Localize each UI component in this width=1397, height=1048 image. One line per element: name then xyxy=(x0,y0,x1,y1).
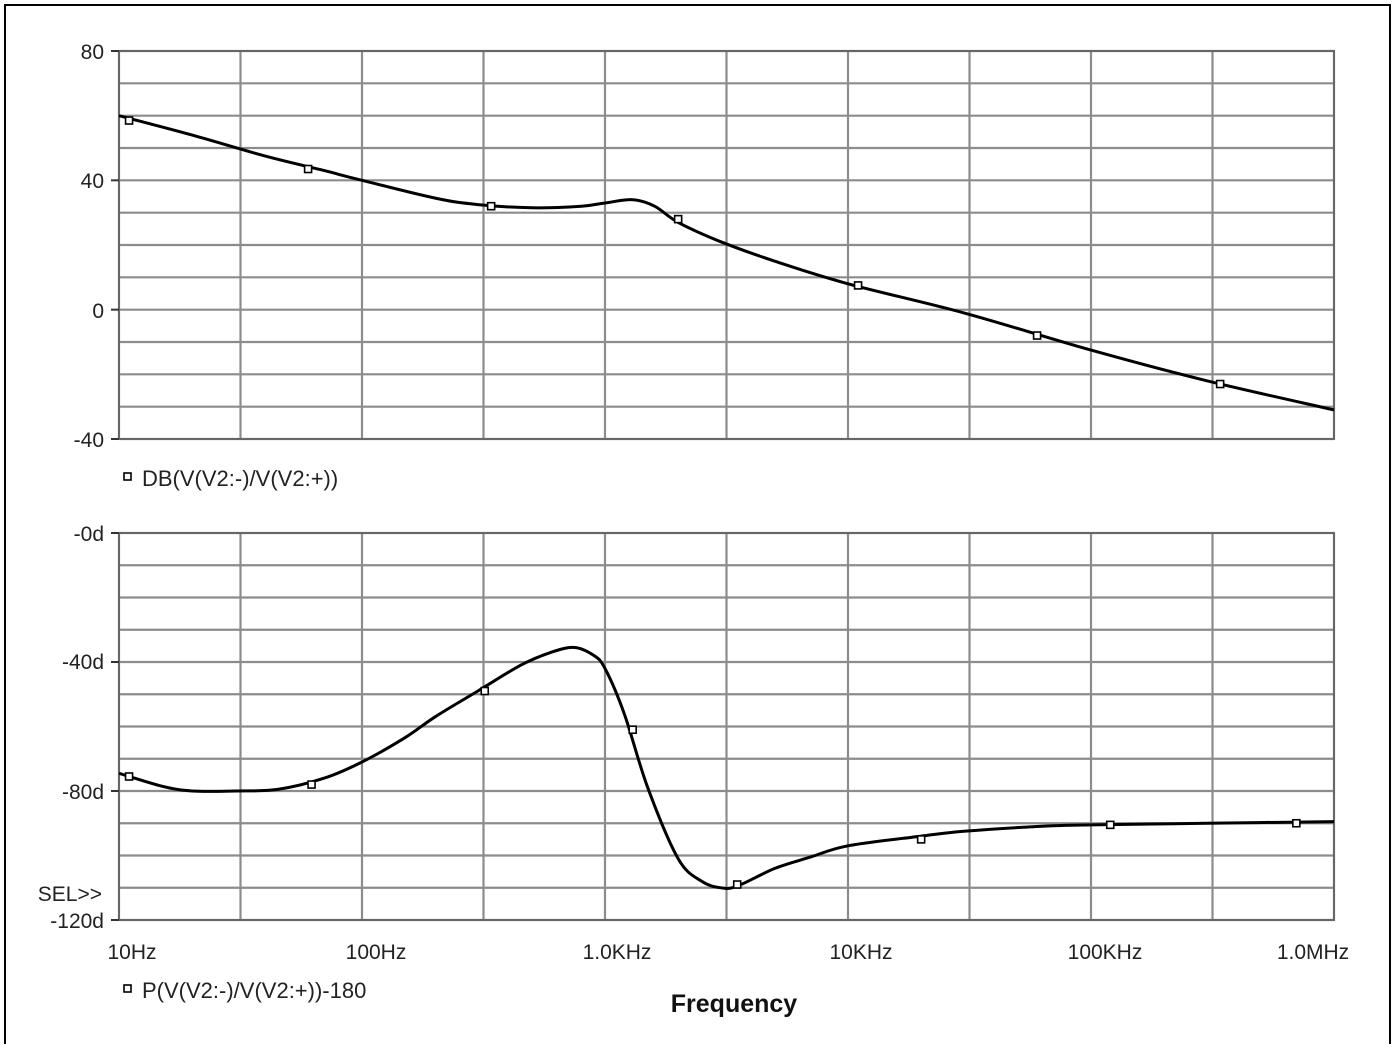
bottom-y-tick-2: -80d xyxy=(62,781,104,804)
plot-window xyxy=(4,4,1391,1044)
top-legend-label: DB(V(V2:-)/V(V2:+)) xyxy=(142,466,338,491)
bottom-plot-grid xyxy=(111,531,1336,922)
top-series-marker xyxy=(124,116,134,125)
sel-marker: SEL>> xyxy=(38,883,102,906)
bottom-legend-marker xyxy=(123,984,132,993)
bottom-series-marker xyxy=(480,686,490,696)
bottom-y-tick-0: -0d xyxy=(74,523,104,546)
top-series-line xyxy=(118,114,1335,412)
bottom-series-marker xyxy=(1292,818,1301,828)
bottom-series-marker xyxy=(628,725,637,735)
bottom-series-line xyxy=(118,645,1335,890)
top-y-tick-3: -40 xyxy=(74,429,104,452)
bottom-y-tick-1: -40d xyxy=(62,651,104,674)
top-y-tick-0: 80 xyxy=(81,41,104,64)
x-tick-1: 100Hz xyxy=(346,941,407,964)
top-y-tick-1: 40 xyxy=(81,170,104,193)
top-plot-series xyxy=(118,114,1335,412)
x-tick-2: 1.0KHz xyxy=(583,941,652,964)
top-y-tick-2: 0 xyxy=(92,300,104,323)
top-axes-frame xyxy=(118,50,1335,440)
top-series-marker xyxy=(853,281,863,290)
top-legend-marker xyxy=(123,472,132,481)
top-series-marker xyxy=(673,214,683,224)
x-tick-5: 1.0MHz xyxy=(1277,941,1349,964)
x-tick-0: 10Hz xyxy=(107,941,156,964)
bottom-series-marker xyxy=(307,780,316,789)
x-tick-4: 100KHz xyxy=(1068,941,1143,964)
x-tick-3: 10KHz xyxy=(829,941,892,964)
bottom-series-marker xyxy=(916,835,926,844)
top-series-marker xyxy=(1032,331,1042,340)
bottom-legend-label: P(V(V2:-)/V(V2:+))-180 xyxy=(142,978,366,1003)
bottom-axes-frame xyxy=(118,532,1335,921)
bottom-series-marker xyxy=(732,880,742,889)
bottom-plot-series xyxy=(118,645,1335,890)
x-axis-title: Frequency xyxy=(671,990,798,1018)
bottom-series-marker xyxy=(124,772,134,781)
top-series-marker xyxy=(1215,379,1225,389)
top-series-marker xyxy=(303,164,313,174)
bottom-series-marker xyxy=(1105,820,1115,830)
top-series-marker xyxy=(486,201,496,211)
bottom-y-tick-3: -120d xyxy=(50,910,104,933)
top-plot-grid xyxy=(111,49,1336,441)
